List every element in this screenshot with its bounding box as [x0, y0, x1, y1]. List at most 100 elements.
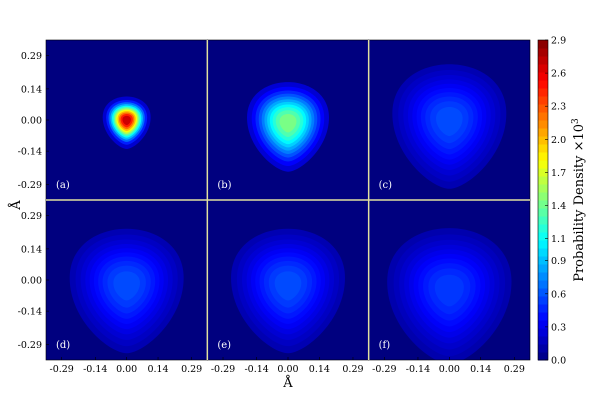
colorbar-tick-label: 1.4	[551, 201, 566, 212]
colorbar-band	[538, 304, 548, 313]
colorbar-band	[538, 232, 548, 241]
panel-label: (d)	[56, 340, 70, 351]
colorbar-band	[538, 224, 548, 233]
y-tick-label: 0.00	[21, 116, 42, 127]
colorbar-band	[538, 96, 548, 105]
colorbar-band	[538, 184, 548, 193]
colorbar: 0.0 0.3 0.6 0.9 1.1 1.4 1.7 2.0 2.3 2.6 2.9	[537, 36, 566, 367]
contour-level	[436, 106, 463, 137]
x-tick-label: 0.00	[277, 364, 298, 375]
y-tick-label: -0.29	[18, 340, 42, 351]
y-tick-label: 0.00	[21, 276, 42, 287]
colorbar-band	[538, 200, 548, 209]
colorbar-band	[538, 264, 548, 273]
density-contours	[387, 228, 512, 360]
panel-label: (e)	[217, 340, 231, 351]
colorbar-band	[538, 104, 548, 113]
y-tick-label: 0.29	[21, 51, 42, 62]
colorbar-band	[538, 48, 548, 57]
x-tick-label: -0.29	[49, 364, 73, 375]
colorbar-tick-label: 2.6	[551, 69, 566, 80]
contour-level	[434, 274, 464, 307]
y-tick-label: -0.29	[18, 180, 42, 191]
colorbar-band	[538, 56, 548, 65]
panel-a: (a)	[45, 39, 208, 201]
x-tick-label: 0.29	[504, 364, 525, 375]
colorbar-band	[538, 336, 548, 345]
panel-grid: (a) (b) (c) (d) (e) (f)	[45, 39, 531, 361]
x-tick-label: 0.29	[181, 364, 202, 375]
y-tick-label: 0.29	[21, 211, 42, 222]
colorbar-band	[538, 176, 548, 185]
density-contours	[231, 228, 345, 354]
panel-label: (c)	[379, 180, 393, 191]
colorbar-band	[538, 160, 548, 169]
panel-f: (f)	[368, 199, 531, 361]
colorbar-band	[538, 312, 548, 321]
colorbar-band	[538, 256, 548, 265]
colorbar-band	[538, 248, 548, 257]
colorbar-band	[538, 288, 548, 297]
x-tick-label: -0.29	[372, 364, 396, 375]
x-tick-label: -0.14	[83, 364, 107, 375]
y-tick-label: -0.14	[18, 147, 42, 158]
density-contours	[69, 228, 184, 354]
panel-label: (b)	[217, 180, 231, 191]
colorbar-band	[538, 344, 548, 353]
contour-level	[279, 113, 297, 133]
x-tick-label: 0.14	[147, 364, 168, 375]
y-axis-label: Å	[8, 200, 24, 211]
colorbar-tick-label: 2.3	[551, 102, 566, 113]
y-tick-label: 0.14	[21, 244, 42, 255]
y-tick-label: 0.14	[21, 84, 42, 95]
x-tick-label: -0.29	[211, 364, 235, 375]
colorbar-band	[538, 240, 548, 249]
colorbar-band	[538, 272, 548, 281]
colorbar-label-exponent: 3	[571, 118, 581, 124]
colorbar-tick-label: 0.6	[551, 289, 566, 300]
x-tick-label: 0.14	[470, 364, 491, 375]
density-contours	[247, 82, 329, 172]
colorbar-band	[538, 64, 548, 73]
colorbar-band	[538, 80, 548, 89]
colorbar-frame	[537, 39, 549, 361]
colorbar-band	[538, 136, 548, 145]
colorbar-band	[538, 208, 548, 217]
x-tick-label: 0.14	[309, 364, 330, 375]
colorbar-band	[538, 128, 548, 137]
colorbar-tick-label: 2.0	[551, 135, 566, 146]
density-contours	[392, 64, 507, 189]
colorbar-tick-label: 0.9	[551, 256, 566, 267]
colorbar-band	[538, 40, 548, 49]
colorbar-band	[538, 216, 548, 225]
panel-label: (f)	[379, 340, 391, 351]
colorbar-band	[538, 192, 548, 201]
colorbar-tick-label: 0.0	[551, 356, 566, 367]
panel-separators	[46, 40, 530, 360]
y-tick-label: -0.14	[18, 307, 42, 318]
colorbar-band	[538, 120, 548, 129]
colorbar-band	[538, 352, 548, 361]
panel-c: (c)	[368, 39, 531, 201]
colorbar-band	[538, 72, 548, 81]
contour-level	[274, 271, 302, 301]
contour-level	[113, 271, 140, 301]
x-axis-ticks: -0.29 -0.14 0.00 0.14 0.29 -0.29 -0.14 0.00 0.14…	[49, 357, 525, 375]
density-contours	[102, 96, 151, 149]
contour-level	[122, 115, 131, 126]
colorbar-band	[538, 168, 548, 177]
colorbar-label: Probability Density ×103	[571, 118, 587, 282]
colorbar-band	[538, 328, 548, 337]
x-tick-label: 0.00	[116, 364, 137, 375]
colorbar-tick-label: 0.3	[551, 322, 566, 333]
colorbar-band	[538, 280, 548, 289]
colorbar-band	[538, 88, 548, 97]
x-axis-label: Å	[282, 375, 293, 391]
panel-b: (b)	[207, 39, 369, 201]
colorbar-band	[538, 144, 548, 153]
colorbar-band	[538, 296, 548, 305]
colorbar-band	[538, 152, 548, 161]
colorbar-label-text: Probability Density ×10	[572, 124, 587, 282]
x-tick-label: 0.29	[342, 364, 363, 375]
